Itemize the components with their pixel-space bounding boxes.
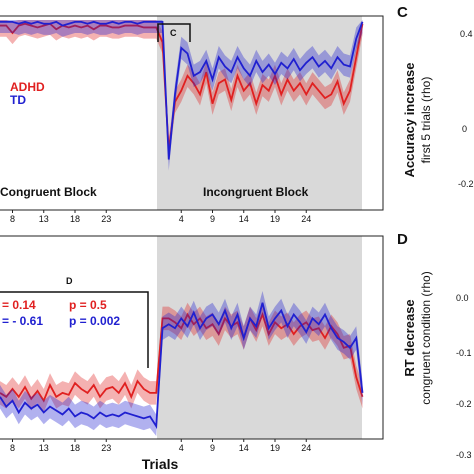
bottom-xtick-label: 24	[301, 443, 311, 453]
stat-adhd-p: p = 0.5	[69, 298, 107, 312]
top-bracket-label: C	[170, 28, 177, 38]
stat-td-p: p = 0.002	[69, 314, 120, 328]
panel-c-ylabel-line2: first 5 trials (rho)	[419, 77, 433, 164]
panel-d-ylabel-line1: RT decrease	[402, 299, 417, 376]
bottom-xtick-label: 14	[239, 443, 249, 453]
bottom-plot-area	[0, 290, 364, 436]
bottom-xtick-label: 4	[179, 443, 184, 453]
top-xtick-label: 24	[301, 214, 311, 224]
congruent-block-label: Congruent Block	[0, 185, 97, 199]
incongruent-block-label: Incongruent Block	[203, 185, 309, 199]
top-xtick-label: 8	[10, 214, 15, 224]
top-plot-area	[0, 20, 364, 171]
top-xtick-label: 9	[210, 214, 215, 224]
legend-td-label: TD	[10, 93, 26, 107]
bottom-xtick-label: 9	[210, 443, 215, 453]
bottom-td-line	[0, 302, 364, 430]
top-xtick-label: 19	[270, 214, 280, 224]
bottom-xtick-label: 8	[10, 443, 15, 453]
stat-td-r: = - 0.61	[2, 314, 43, 328]
top-bracket	[157, 23, 191, 42]
bottom-x-ticks: 8 13 18 23 4 9 14 19 24	[10, 439, 311, 453]
bottom-bracket-label: D	[66, 276, 73, 286]
top-x-ticks: 8 13 18 23 4 9 14 19 24	[10, 210, 311, 224]
top-xtick-label: 14	[239, 214, 249, 224]
top-xtick-label: 23	[101, 214, 111, 224]
panel-d-ytick-3: -0.2	[456, 399, 472, 409]
legend-adhd-label: ADHD	[10, 80, 45, 94]
bottom-xtick-label: 13	[39, 443, 49, 453]
stat-adhd-r: = 0.14	[2, 298, 36, 312]
panel-letter-c: C	[397, 4, 408, 21]
bottom-xtick-label: 23	[101, 443, 111, 453]
panel-c-ytick-2: 0	[462, 124, 467, 134]
panel-c-ytick-1: 0.4	[460, 29, 473, 39]
top-adhd-line	[0, 22, 364, 151]
panel-c-ylabel-line1: Accuracy increase	[402, 63, 417, 178]
panel-letter-d: D	[397, 231, 408, 248]
top-xtick-label: 18	[70, 214, 80, 224]
bottom-bracket	[0, 291, 149, 368]
bottom-adhd-error-band	[0, 302, 363, 413]
bottom-xtick-label: 18	[70, 443, 80, 453]
bottom-xtick-label: 19	[270, 443, 280, 453]
x-axis-label: Trials	[142, 456, 179, 472]
top-xtick-label: 4	[179, 214, 184, 224]
bottom-td-error-band	[0, 290, 363, 436]
top-xtick-label: 13	[39, 214, 49, 224]
top-incongruent-shade	[157, 16, 362, 210]
bottom-incongruent-shade	[157, 236, 362, 439]
top-panel-frame	[0, 15, 384, 211]
top-td-line	[0, 20, 364, 160]
panel-c-ytick-3: -0.2	[458, 179, 474, 189]
panel-d-ytick-4: -0.3	[456, 450, 472, 460]
panel-d-ylabel-line2: congruent condition (rho)	[419, 271, 433, 404]
panel-d-ytick-1: 0.0	[456, 293, 469, 303]
bottom-panel-frame	[0, 235, 384, 440]
panel-d-ytick-2: -0.1	[456, 348, 472, 358]
